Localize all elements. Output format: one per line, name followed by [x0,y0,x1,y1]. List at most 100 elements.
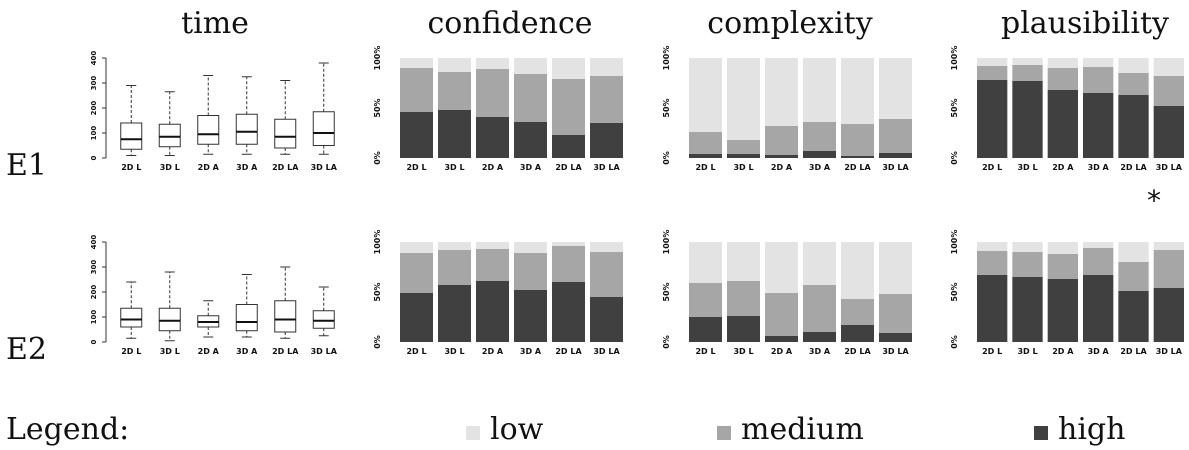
chart-time-e2: 0 100 200 300 400 2D L 3D L 2D A 3D A 2D LA 3D LA [90,235,338,356]
y-tick-label: 100% [373,230,382,255]
box [274,300,297,333]
legend-label-medium: medium [741,412,864,447]
bar-segment-low [1047,242,1078,254]
y-tick-label: 100 [90,126,98,141]
bar-segment-low [590,242,623,252]
bar-segment-low [1118,58,1149,73]
bar-segment-low [765,242,798,293]
x-tick-label: 2D LA [1120,163,1147,172]
legend-swatch-high [1034,425,1048,440]
bar-segment-medium [1118,262,1149,291]
bar-segment-high [841,156,874,158]
bar-segment-high [552,282,585,342]
bar-segment-low [400,58,433,68]
bar-segment-high [438,285,471,342]
bar-segment-low [438,58,471,72]
bar-segment-medium [514,253,547,290]
bar-segment-high [1153,106,1184,158]
x-tick-label: 3D LA [882,163,909,172]
x-tick-label: 2D A [482,163,504,172]
significance-marker: * [1147,184,1161,217]
bar-segment-low [514,242,547,253]
bar-segment-high [765,336,798,342]
x-tick-label: 2D L [695,163,715,172]
bar-segment-medium [552,246,585,282]
bar-segment-low [727,242,760,281]
y-tick-label: 400 [90,51,98,66]
y-tick-label: 300 [90,260,98,275]
bar-segment-low [476,242,509,249]
bar-segment-low [803,58,836,122]
bar-segment-low [765,58,798,126]
bar-segment-low [476,58,509,69]
bar-segment-high [438,110,471,158]
bar-segment-high [552,135,585,158]
bar-segment-low [590,58,623,76]
x-tick-label: 2D A [771,163,793,172]
x-tick-label: 3D LA [1156,347,1183,356]
x-tick-label: 3D L [160,163,180,172]
x-tick-label: 3D LA [311,347,338,356]
y-tick-label: 50% [950,98,959,117]
chart-complexity-e2: 0% 50% 100% 2D L 3D L 2D A 3D A 2D LA 3D LA [662,230,912,356]
bar-segment-medium [1083,67,1114,93]
bar-segment-medium [590,252,623,297]
x-tick-label: 3D A [236,163,258,172]
x-tick-label: 3D A [809,347,831,356]
y-tick-label: 50% [662,98,671,117]
y-tick-label: 200 [90,285,98,300]
row-label-e2: E2 [6,332,47,367]
x-tick-label: 3D L [733,163,753,172]
bar-segment-high [689,154,722,158]
bar-segment-high [1153,288,1184,342]
bar-segment-low [977,242,1008,251]
y-tick-label: 300 [90,76,98,91]
legend-title: Legend: [6,412,130,447]
x-tick-label: 3D A [1088,347,1110,356]
bar-segment-high [1118,95,1149,158]
bar-segment-medium [1047,254,1078,279]
bar-segment-medium [476,249,509,281]
x-tick-label: 2D A [1052,163,1074,172]
title-confidence: confidence [427,6,593,41]
bar-segment-medium [1012,252,1043,277]
legend-item-high: high [1034,412,1125,447]
chart-confidence-e1: 0% 50% 100% 2D L 3D L 2D A 3D A 2D LA 3D LA [373,46,623,172]
bar-segment-low [689,58,722,132]
bar-segment-medium [689,132,722,154]
y-tick-label: 200 [90,101,98,116]
x-tick-label: 2D L [982,347,1002,356]
bar-segment-medium [803,122,836,151]
box [197,115,220,145]
x-tick-label: 2D L [982,163,1002,172]
x-tick-label: 3D L [1017,163,1037,172]
y-tick-label: 100% [950,46,959,71]
bar-segment-medium [1047,68,1078,90]
bar-segment-high [689,317,722,342]
legend-swatch-medium [717,425,731,440]
bar-segment-high [514,122,547,158]
y-tick-label: 50% [373,282,382,301]
bar-segment-medium [1083,248,1114,275]
bar-segment-low [1047,58,1078,68]
x-tick-label: 2D A [198,347,220,356]
bar-segment-low [400,242,433,253]
x-tick-label: 3D L [444,347,464,356]
x-tick-label: 3D LA [1156,163,1183,172]
x-tick-label: 3D L [160,347,180,356]
title-plausibility: plausibility [1001,6,1169,41]
bar-segment-low [841,242,874,299]
bar-segment-low [1153,242,1184,250]
x-tick-label: 2D L [406,347,426,356]
bar-segment-high [727,316,760,342]
bar-segment-medium [765,126,798,155]
bar-segment-high [1047,90,1078,158]
bar-segment-low [1118,242,1149,262]
x-tick-label: 2D LA [1120,347,1147,356]
x-tick-label: 3D A [1088,163,1110,172]
box [120,307,143,328]
bar-segment-low [438,242,471,250]
bar-segment-medium [841,299,874,325]
bar-segment-high [977,275,1008,342]
bar-segment-high [765,155,798,158]
